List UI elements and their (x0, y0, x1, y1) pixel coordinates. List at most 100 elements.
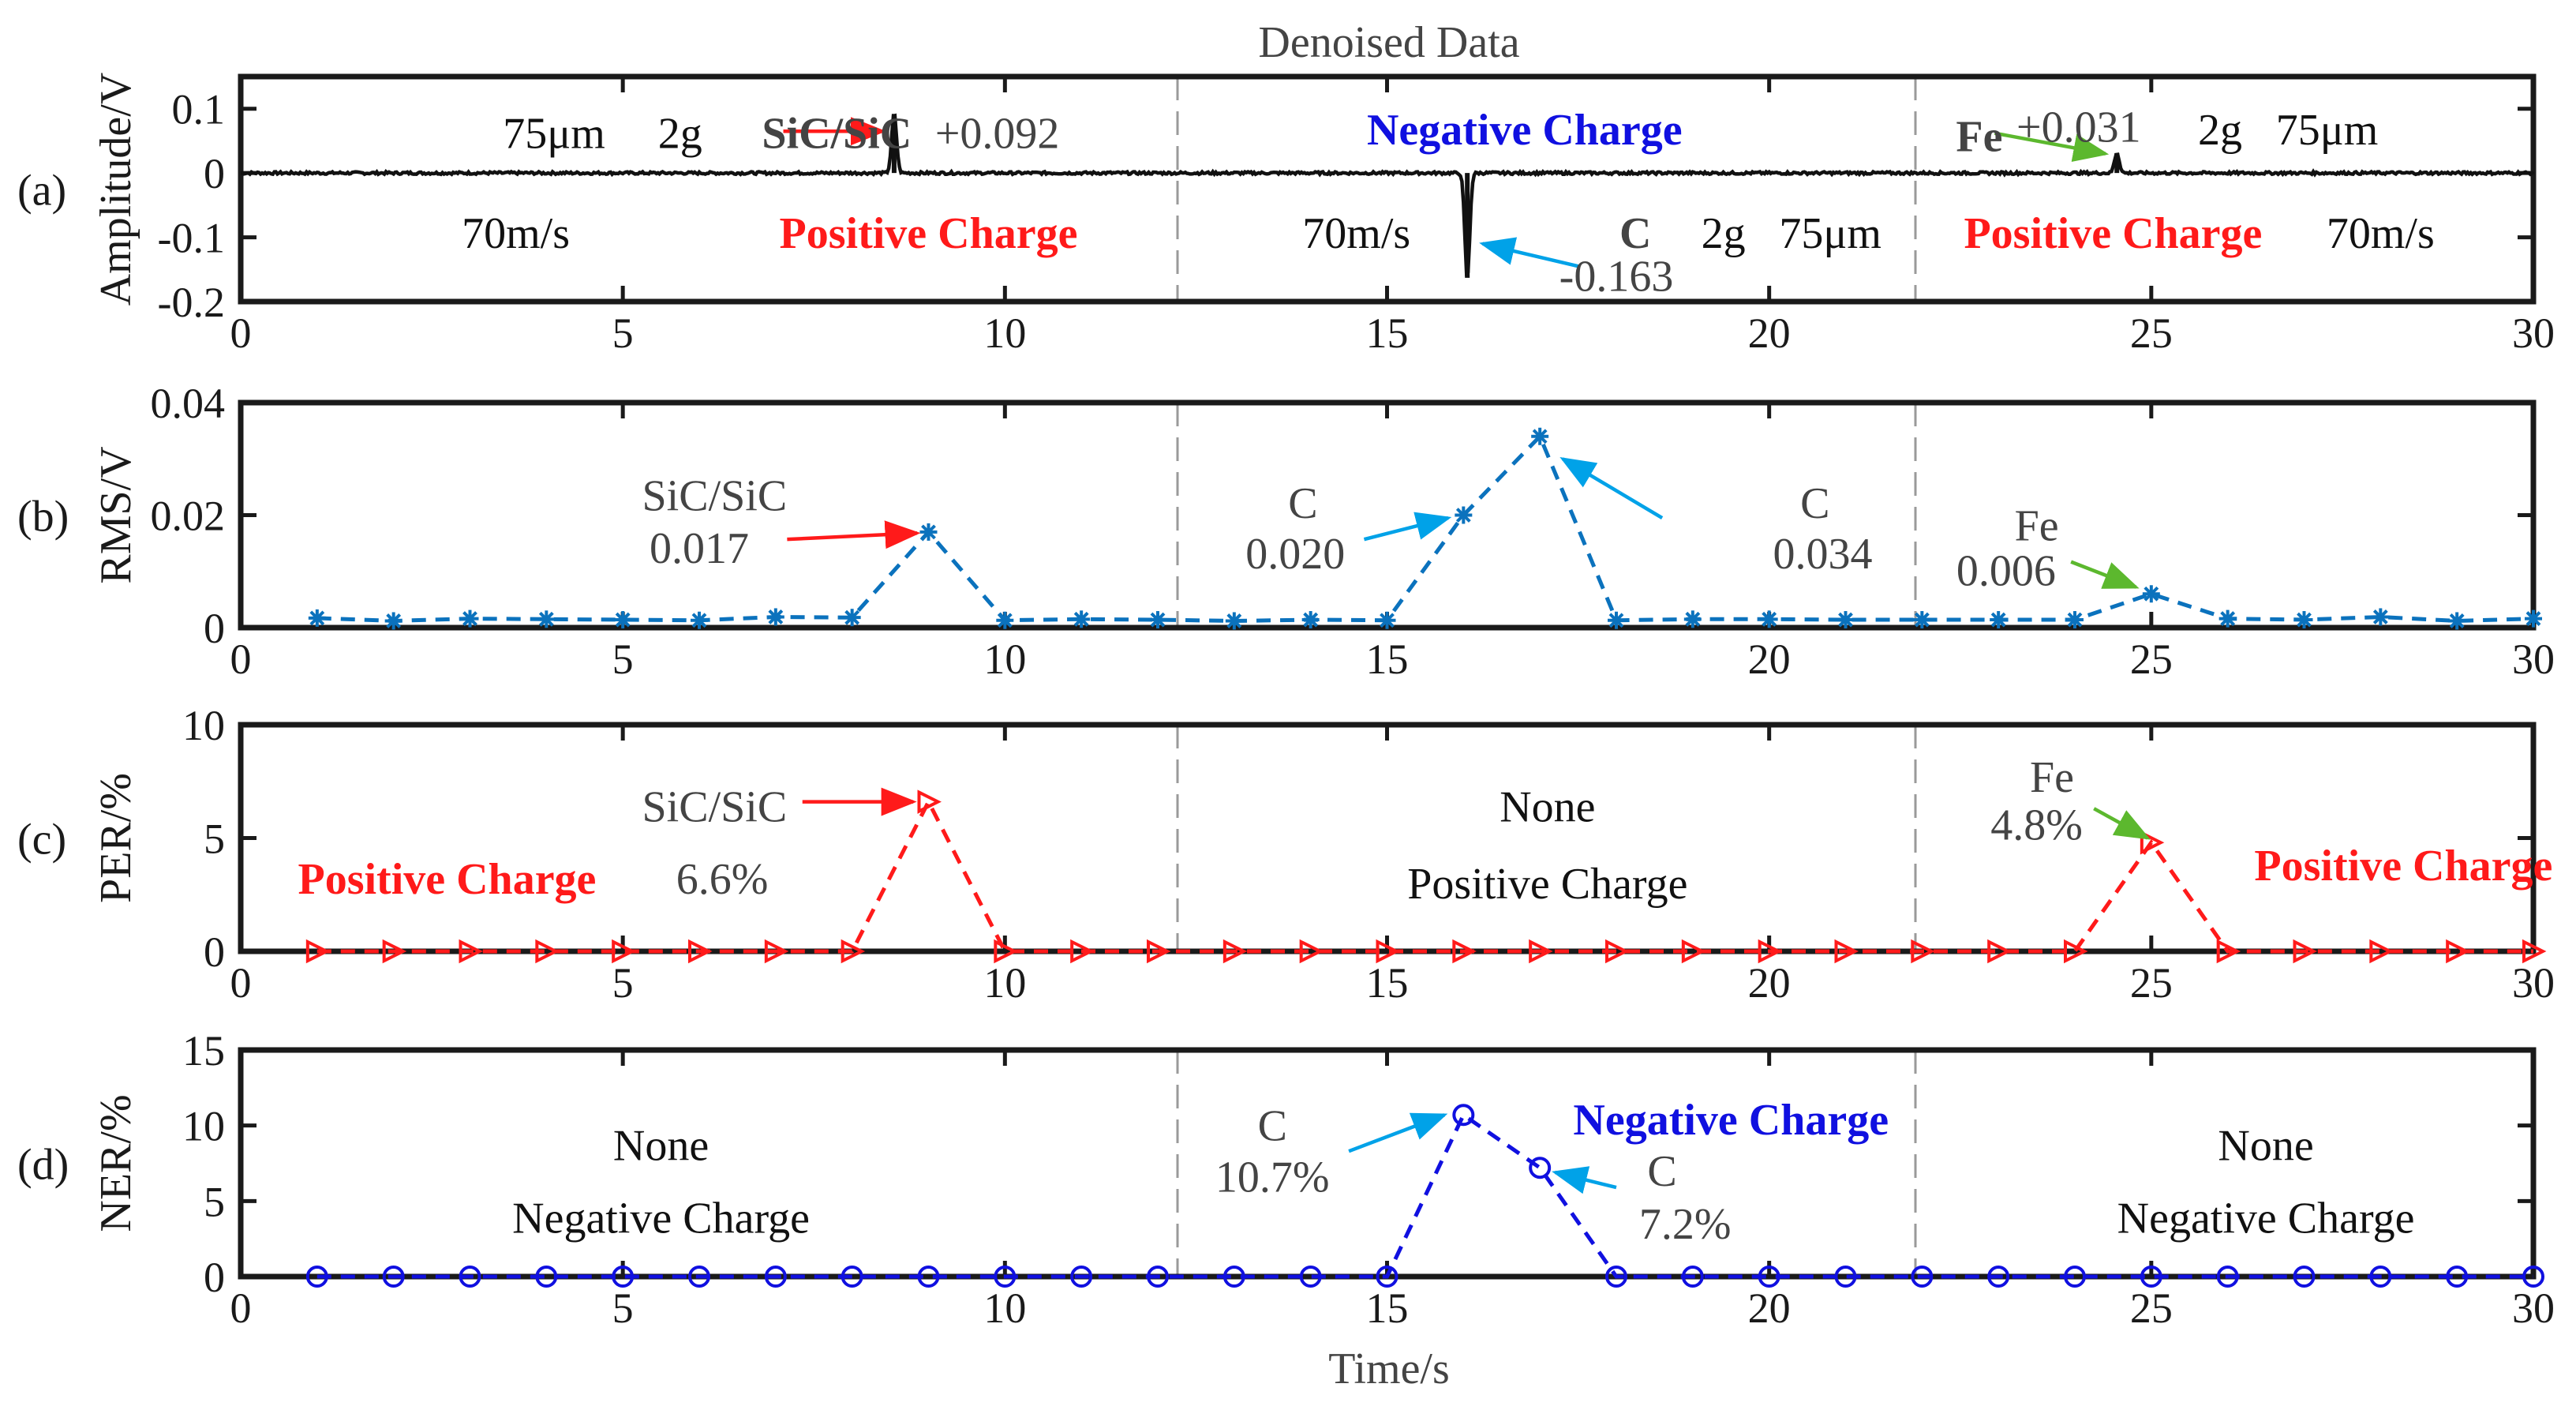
panel-d-x-tick-label: 5 (612, 1284, 634, 1332)
panel-b-point (1378, 611, 1396, 629)
panel-a-annotation: 70m/s (1302, 209, 1410, 258)
panel-b-point (2448, 612, 2466, 630)
panel-c-point (1070, 939, 1095, 964)
panel-b-point (2372, 608, 2390, 626)
panel-c-point (1758, 939, 1783, 964)
panel-c-annotation: 6.6% (676, 855, 769, 904)
panel-c-point (688, 939, 713, 964)
panel-d-point (535, 1266, 558, 1288)
panel-b-point-stroke (1073, 611, 1089, 627)
panel-b-point (614, 611, 632, 629)
panel-d-arrow-2 (1552, 1166, 1617, 1194)
panel-a-y-axis-title: Amplitude/V (92, 73, 140, 306)
panel-b-annotation: C (1288, 479, 1317, 528)
panel-d-point (994, 1266, 1017, 1288)
panel-b-frame (238, 399, 2537, 631)
panel-a-annotation: 75μm (503, 110, 605, 159)
panel-d-y-tick-label: 10 (182, 1103, 225, 1150)
panel-c-point (1147, 939, 1171, 964)
panel-c-point (2293, 939, 2317, 964)
panel-d-annotation: 7.2% (1639, 1200, 1732, 1249)
panel-b-arrow-2 (1363, 512, 1452, 542)
panel-c-point (2446, 939, 2470, 964)
panel-d-point (917, 1266, 940, 1288)
panel-d-point (1758, 1266, 1780, 1288)
panel-c-x-tick-label: 10 (983, 959, 1026, 1007)
panel-d-x-tick-label: 10 (983, 1284, 1026, 1332)
panel-a-annotation: Fe (1956, 113, 2002, 162)
panel-b-point (1301, 611, 1320, 629)
panel-d-point (2140, 1266, 2162, 1288)
panel-a-x-tick-label: 10 (983, 309, 1026, 357)
panel-d-point (1681, 1266, 1704, 1288)
panel-d-point (612, 1266, 635, 1288)
panel-b-x-tick-label: 20 (1748, 636, 1791, 683)
panel-b-x-tick-label: 30 (2512, 636, 2555, 683)
panel-b-point-stroke (844, 609, 860, 625)
panel-d-annotation: None (2218, 1122, 2313, 1171)
panel-d-annotation: Negative Charge (512, 1194, 810, 1243)
panel-c-x-tick-label: 0 (230, 959, 252, 1007)
panel-d-point (1376, 1266, 1398, 1288)
panel-c-x-tick-label: 20 (1748, 959, 1791, 1007)
panel-d-arrow-1 (1348, 1112, 1448, 1153)
panel-b-point (384, 612, 402, 630)
panel-d-y-tick-label: 5 (204, 1178, 225, 1225)
panel-b-point (2066, 611, 2084, 629)
panel-b-point (1073, 610, 1091, 628)
panel-d-point (688, 1266, 710, 1288)
panel-c-point (2064, 939, 2088, 964)
panel-b-point-stroke (1685, 611, 1701, 627)
panel-b-point (691, 611, 708, 629)
panel-a-y-tick-label: -0.1 (158, 215, 225, 262)
panel-b-annotation: 0.020 (1245, 530, 1345, 579)
panel-c-annotation: None (1500, 782, 1595, 831)
panel-d-point (1529, 1157, 1552, 1179)
panel-c-point (305, 939, 331, 964)
panel-d-point (2446, 1266, 2469, 1288)
panel-b-point (1455, 506, 1473, 524)
panel-b-arrow-4 (2070, 560, 2140, 589)
panel-b-point-stroke (1380, 613, 1395, 628)
panel-d-x-tick-label: 15 (1366, 1284, 1409, 1332)
panel-b-point-stroke (2297, 612, 2312, 628)
panel-b-point (1225, 612, 1243, 630)
panel-b-point-stroke (1990, 612, 2006, 628)
panel-c-point (1605, 939, 1630, 964)
panel-b-point-stroke (997, 613, 1013, 628)
panel-d-series-line (316, 1112, 2533, 1279)
panel-d-point (2064, 1266, 2086, 1288)
panel-b-point-stroke (1303, 612, 1319, 628)
panel-b-arrow-3 (1559, 456, 1664, 519)
panel-c-point (612, 939, 636, 964)
panel-b-point (1531, 427, 1549, 445)
panel-d-point (2369, 1266, 2392, 1288)
panel-b-point-stroke (1150, 612, 1166, 628)
panel-d-point (1452, 1104, 1475, 1127)
panel-d-x-tick-label: 25 (2130, 1284, 2173, 1332)
panel-d: 0 5 10 15 20 25 30 0 5 10 15 NER/% (d) None Negative C… (17, 1027, 2555, 1332)
panel-c-point (2216, 939, 2241, 964)
panel-c-point (1222, 939, 1248, 964)
panel-b-point (1913, 611, 1931, 629)
panel-b-point (537, 610, 556, 628)
panel-a-annotation: 70m/s (462, 209, 570, 258)
panel-c-annotation: SiC/SiC (642, 782, 788, 831)
panel-a-annotation: Positive Charge (1964, 209, 2262, 258)
panel-a-annotation: 2g (2198, 106, 2242, 155)
panel-a-annotation: SiC/SiC (762, 110, 912, 159)
panel-c-annotation: 4.8% (1990, 801, 2083, 849)
panel-b-point-stroke (1455, 508, 1471, 523)
panel-a-annotation: 75μm (1779, 209, 1881, 258)
panel-b-arrow-1 (787, 520, 921, 549)
panel-d-point (2293, 1266, 2316, 1288)
panel-b-point (1608, 611, 1625, 629)
panel-b-point-stroke (2449, 613, 2465, 628)
panel-c-point (382, 939, 407, 964)
panel-b-point-stroke (2220, 611, 2236, 627)
figure-title: Denoised Data (1258, 18, 1519, 67)
panel-c-x-tick-label: 25 (2130, 959, 2173, 1007)
panel-c-point (1452, 939, 1477, 964)
